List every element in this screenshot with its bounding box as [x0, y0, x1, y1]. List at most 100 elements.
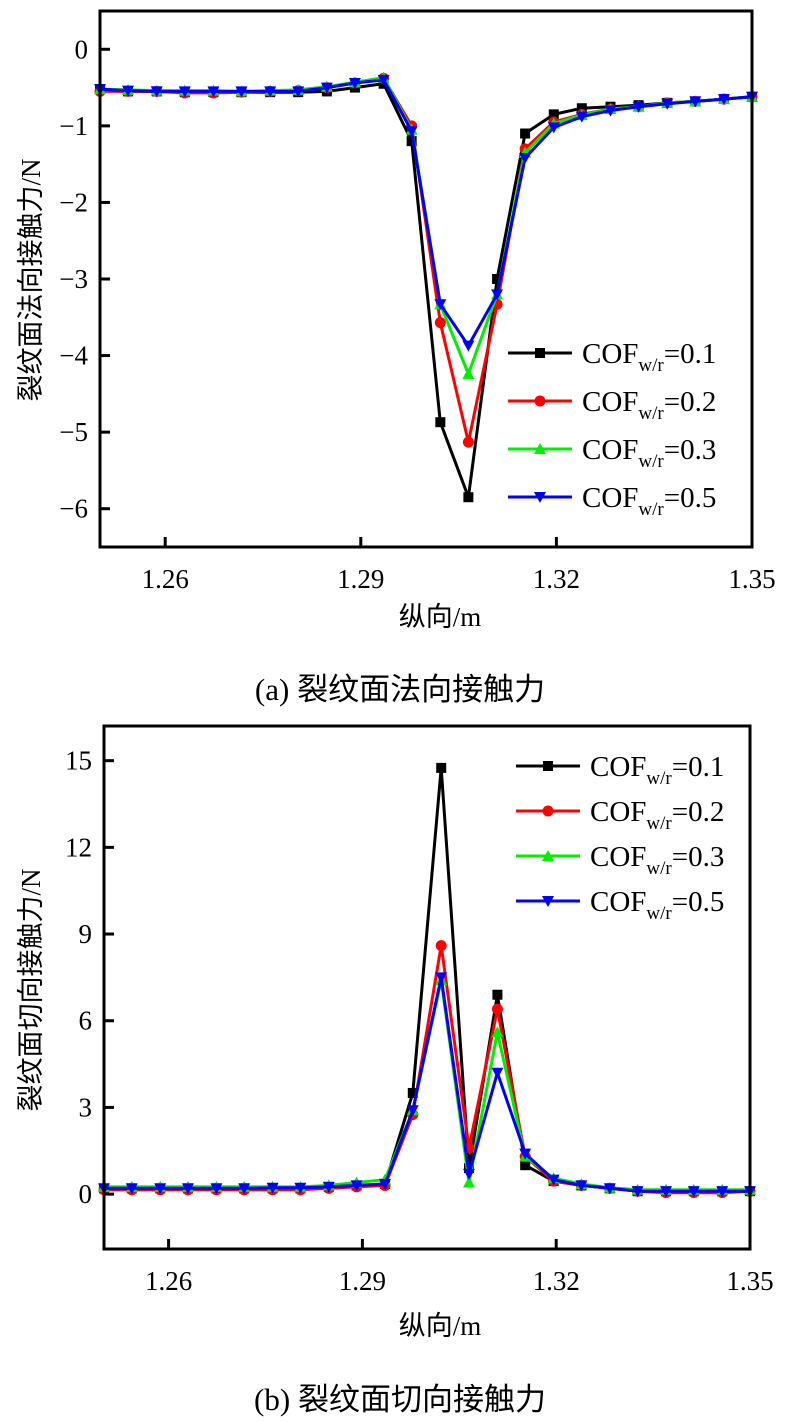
series-line [99, 78, 753, 348]
data-point [603, 1183, 616, 1195]
legend-marker [534, 492, 546, 503]
data-point [462, 436, 474, 448]
data-point [548, 109, 559, 120]
y-tick-label: 0 [75, 34, 89, 64]
legend: COFw/r=0.1 COFw/r=0.2 COFw/r=0.3 COFw/r=0.5 [508, 338, 716, 520]
data-point [292, 86, 305, 98]
data-point [687, 1186, 700, 1198]
legend-label: COFw/r=0.2 [582, 386, 716, 424]
series-cof-0-5 [94, 74, 758, 352]
legend-marker [535, 348, 545, 358]
data-point [207, 86, 220, 98]
x-axis: 1.26 1.29 1.32 1.35 [142, 537, 776, 594]
series-line [99, 82, 753, 499]
data-point [377, 74, 390, 86]
y-tick-label: 0 [79, 1179, 93, 1209]
legend-label: COFw/r=0.3 [590, 841, 724, 879]
data-point [492, 989, 503, 1000]
data-point [294, 1182, 307, 1194]
legend-item: COFw/r=0.2 [508, 386, 716, 424]
data-point [264, 86, 277, 98]
data-point [689, 96, 702, 108]
data-point [462, 367, 475, 379]
series-line [104, 978, 750, 1192]
series-cof-0-2 [98, 940, 756, 1199]
data-point [125, 1183, 138, 1195]
data-point [547, 1174, 560, 1186]
y-tick-label: −6 [59, 494, 88, 524]
data-point [575, 1180, 588, 1192]
x-tick-label: 1.32 [533, 564, 580, 594]
series-cof-0-1 [95, 78, 757, 503]
data-point [492, 274, 503, 284]
x-tick-label: 1.32 [533, 1266, 580, 1296]
data-point [661, 98, 674, 110]
series-layer [94, 71, 758, 503]
data-point [436, 762, 447, 773]
data-point [150, 86, 163, 98]
data-point [519, 153, 532, 165]
data-point [660, 1186, 673, 1198]
data-point [235, 86, 248, 98]
legend-label: COFw/r=0.5 [590, 886, 724, 924]
legend-label: COFw/r=0.5 [582, 482, 716, 520]
data-point [491, 1067, 504, 1079]
data-point [604, 105, 617, 117]
series-line [100, 76, 753, 444]
y-tick-label: −4 [59, 341, 88, 371]
data-point [576, 103, 587, 114]
y-axis-title: 裂纹面法向接触力/N [16, 159, 46, 402]
data-point [463, 492, 474, 503]
data-point [434, 299, 447, 311]
legend-marker [542, 850, 554, 861]
y-tick-label: −3 [59, 264, 88, 294]
x-tick-label: 1.29 [339, 1266, 386, 1296]
panel-caption: (a) 裂纹面法向接触力 [255, 672, 545, 707]
legend-item: COFw/r=0.5 [508, 482, 716, 520]
x-tick-label: 1.26 [145, 1266, 192, 1296]
data-point [238, 1183, 251, 1195]
legend-item: COFw/r=0.3 [508, 434, 716, 472]
legend-label: COFw/r=0.2 [590, 796, 724, 834]
data-point [462, 1176, 475, 1188]
data-point [322, 1181, 335, 1193]
x-tick-label: 1.35 [728, 564, 775, 594]
data-point [406, 136, 417, 147]
data-point [210, 1183, 223, 1195]
data-point [435, 972, 448, 984]
series-cof-0-2 [94, 72, 758, 448]
data-point [462, 340, 475, 352]
legend-marker [534, 395, 546, 407]
legend-marker [543, 761, 553, 771]
data-point [631, 1186, 644, 1198]
x-tick-label: 1.26 [142, 564, 189, 594]
y-axis: 0 3 6 9 12 15 [65, 746, 114, 1209]
data-point [435, 417, 446, 428]
data-point [491, 1026, 504, 1038]
data-point [491, 289, 504, 301]
data-point [181, 1183, 194, 1195]
y-tick-label: −5 [59, 417, 88, 447]
legend-label: COFw/r=0.1 [590, 751, 724, 789]
data-point [520, 1160, 531, 1171]
legend-item: COFw/r=0.3 [516, 841, 724, 879]
data-point [350, 1180, 363, 1192]
y-axis: 0 −1 −2 −3 −4 −5 −6 [59, 34, 110, 524]
legend-item: COFw/r=0.1 [508, 338, 716, 376]
series-line [104, 944, 751, 1195]
data-point [434, 317, 446, 329]
data-point [435, 940, 447, 952]
x-tick-label: 1.29 [337, 564, 384, 594]
data-point [491, 1003, 503, 1015]
x-axis-title: 纵向/m [399, 602, 482, 632]
plot-frame [102, 724, 752, 1251]
y-tick-label: −2 [59, 187, 88, 217]
data-point [716, 1186, 729, 1198]
legend-marker [542, 805, 554, 817]
data-point [717, 94, 730, 106]
y-tick-label: 12 [65, 832, 92, 862]
legend-label: COFw/r=0.3 [582, 434, 716, 472]
data-point [122, 85, 135, 97]
legend-item: COFw/r=0.2 [516, 796, 724, 834]
